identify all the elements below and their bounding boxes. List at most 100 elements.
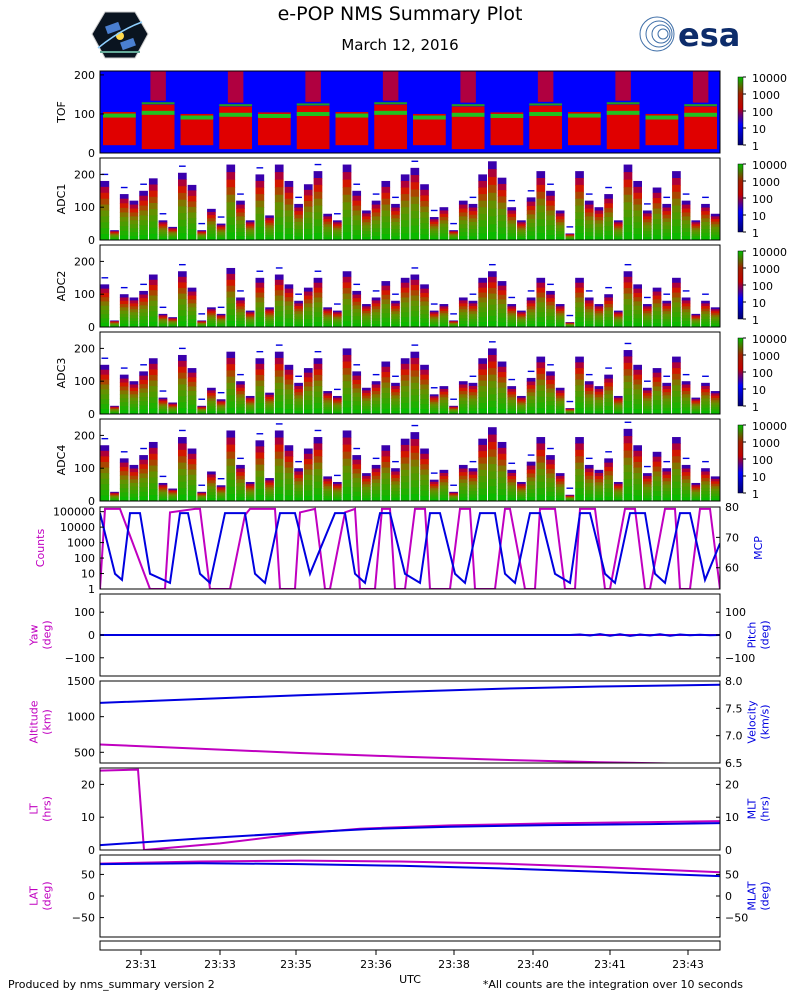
adc2-bar-cell	[265, 325, 274, 328]
adc3-bar-cell	[371, 394, 381, 399]
adc1-bar-cell	[313, 191, 323, 200]
adc3-bar-cell	[449, 406, 458, 408]
adc4-colorbar-tick: 10	[752, 471, 766, 484]
adc1-bar-cell	[313, 184, 323, 193]
adc3-bar-cell	[381, 387, 391, 394]
adc2-bar-cell	[701, 313, 710, 318]
adc4-bar-cell	[536, 443, 546, 451]
adc3-bar-cell	[110, 408, 119, 410]
adc4-bar-cell	[478, 451, 487, 458]
adc1-bar-cell	[236, 224, 245, 229]
adc4-bar-cell	[497, 459, 507, 467]
adc4-bar-cell	[371, 468, 381, 473]
adc3-bar-cell	[303, 395, 313, 401]
adc4-bar-cell	[420, 474, 429, 481]
adc4-bar-cell	[507, 491, 517, 496]
adc1-bar-cell	[342, 194, 352, 203]
adc4-bar-cell	[100, 478, 110, 485]
adc4-bar-cell	[371, 464, 381, 470]
adc2-bar-cell	[488, 276, 497, 283]
adc2-bar-cell	[643, 324, 652, 328]
adc1-bar-cell	[478, 200, 487, 208]
adc4-bar-cell	[333, 499, 342, 502]
adc2-bar-cell	[255, 287, 265, 294]
adc2-bar-cell	[604, 307, 613, 312]
adc3-bar-cell	[633, 404, 642, 410]
adc1-bar-cell	[458, 228, 468, 233]
adc3-bar-cell	[400, 358, 410, 365]
adc3-bar-cell	[458, 394, 468, 399]
adc4-bar-cell	[555, 492, 565, 496]
adc1-bar-cell	[400, 187, 410, 195]
adc1-bar-cell	[255, 233, 265, 241]
counts_mcp-right-tick: 60	[725, 562, 739, 575]
adc1-bar-cell	[420, 212, 429, 219]
adc4-bar-cell	[468, 497, 478, 502]
adc3-bar-cell	[652, 395, 662, 401]
adc2-bar-cell	[458, 318, 468, 322]
adc2-bar-cell	[216, 319, 226, 321]
adc3-bar-cell	[652, 404, 662, 410]
adc4-bar-cell	[294, 478, 303, 482]
adc4-bar-cell	[352, 496, 362, 502]
adc3-bar-cell	[575, 368, 584, 375]
adc1-bar-cell	[323, 229, 332, 233]
adc3-bar-cell	[662, 392, 672, 396]
adc4-bar-cell	[303, 453, 313, 460]
adc4-bar-cell	[710, 483, 720, 487]
adc2-bar-cell	[623, 282, 633, 289]
adc3-bar-cell	[236, 387, 245, 392]
adc2-bar-cell	[594, 320, 604, 323]
alt_vel-series-altitude	[100, 743, 698, 763]
adc4-bar-cell	[255, 470, 265, 478]
tof-upper-line	[529, 103, 562, 106]
adc3-bar-cell	[207, 395, 216, 399]
adc2-bar-cell	[420, 292, 429, 298]
adc1-bar-cell	[478, 226, 487, 234]
adc2-bar-cell	[303, 315, 313, 320]
adc3-bar-cell	[420, 409, 429, 415]
adc2-bar-cell	[497, 317, 507, 323]
adc1-bar-cell	[449, 237, 458, 239]
adc2-bar-cell	[274, 316, 284, 323]
adc1-bar-cell	[536, 198, 546, 207]
adc2-bar-cell	[274, 290, 284, 297]
adc1-bar-cell	[497, 196, 507, 204]
adc3-bar-cell	[526, 403, 536, 408]
adc4-bar-cell	[633, 489, 642, 496]
adc4-bar-cell	[643, 489, 652, 494]
adc4-bar-cell	[594, 479, 604, 483]
adc4-bar-cell	[148, 447, 158, 455]
adc1-bar-cell	[710, 226, 720, 231]
adc3-bar-cell	[478, 358, 487, 365]
adc1-bar-cell	[701, 221, 710, 227]
adc4-bar-cell	[672, 449, 681, 457]
adc3-bar-cell	[613, 404, 623, 408]
adc1-bar-cell	[119, 230, 129, 236]
adc1-bar-cell	[575, 191, 584, 200]
adc2-bar-cell	[546, 316, 555, 321]
adc2-bar-cell	[226, 291, 236, 298]
adc4-bar-cell	[236, 486, 245, 491]
adc2-bar-cell	[507, 306, 517, 310]
adc3-bar-cell	[613, 401, 623, 404]
adc4-bar-cell	[255, 464, 265, 472]
adc2-bar-cell	[245, 320, 255, 323]
adc3-bar-cell	[148, 408, 158, 415]
adc2-bar-cell	[342, 321, 352, 328]
adc2-bar-cell	[439, 304, 449, 307]
adc1-bar-cell	[681, 212, 691, 217]
adc2-bar-cell	[672, 322, 681, 328]
counts_mcp-right-tick: 80	[725, 501, 739, 514]
adc2-bar-cell	[701, 303, 710, 307]
adc1-bar-cell	[323, 213, 332, 217]
adc2-bar-cell	[468, 311, 478, 315]
adc4-bar-cell	[303, 480, 313, 486]
adc1-bar-cell	[652, 224, 662, 231]
adc2-bar-cell	[517, 325, 526, 328]
adc4-bar-cell	[226, 479, 236, 488]
adc4-bar-cell	[536, 494, 546, 502]
adc2-bar-cell	[701, 300, 710, 304]
adc3-bar-cell	[468, 410, 478, 415]
adc1-bar-cell	[555, 222, 565, 226]
